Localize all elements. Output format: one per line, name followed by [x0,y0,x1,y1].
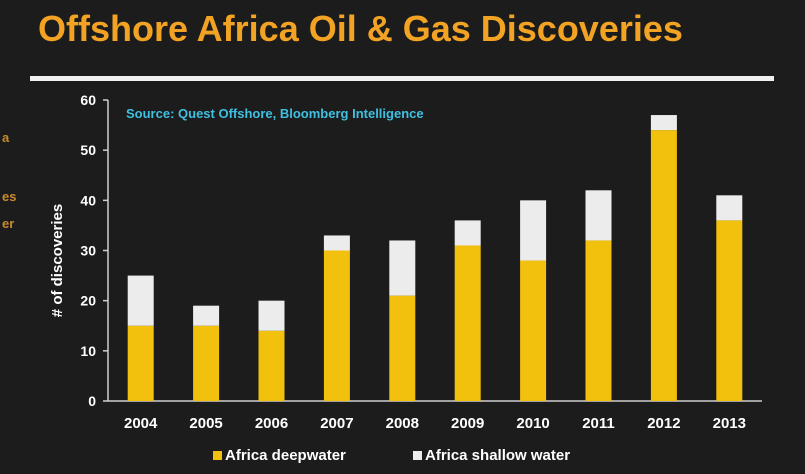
side-text-fragment: a [2,130,10,145]
bar-shallow-water [454,220,481,246]
y-tick-label: 0 [88,393,96,409]
x-tick-label: 2011 [582,415,615,432]
bar-deepwater [716,220,743,401]
x-tick-label: 2006 [255,415,288,432]
bar-shallow-water [323,235,350,251]
x-tick-label: 2004 [124,415,158,432]
bar-shallow-water [389,240,416,296]
y-tick-label: 10 [80,343,96,359]
x-tick-label: 2009 [451,415,484,432]
bar-shallow-water [520,200,547,261]
bar-shallow-water [258,300,285,331]
bar-deepwater [193,325,220,401]
side-text-fragment: es [2,189,17,204]
title-divider [30,76,774,81]
x-tick-label: 2013 [713,415,746,432]
bar-deepwater [454,245,481,401]
y-tick-label: 60 [80,92,96,108]
bar-deepwater [585,240,612,401]
bar-shallow-water [585,190,612,241]
y-tick-label: 30 [80,243,96,259]
legend-swatch-deepwater [213,451,222,460]
page-title: Offshore Africa Oil & Gas Discoveries [38,8,683,49]
y-tick-label: 40 [80,192,96,208]
legend-label: Africa shallow water [425,447,570,464]
legend-label: Africa deepwater [225,447,346,464]
y-tick-label: 20 [80,293,96,309]
bar-deepwater [389,295,416,401]
x-tick-label: 2012 [647,415,680,432]
bar-deepwater [127,325,154,401]
x-tick-label: 2010 [516,415,549,432]
side-text-fragment: er [2,216,15,231]
source-note: Source: Quest Offshore, Bloomberg Intell… [126,106,424,121]
y-axis-title: # of discoveries [49,204,66,317]
y-tick-label: 50 [80,142,96,158]
x-tick-label: 2008 [386,415,419,432]
x-tick-label: 2007 [320,415,353,432]
bar-shallow-water [650,115,677,131]
x-tick-label: 2005 [189,415,222,432]
bar-shallow-water [193,305,220,326]
bar-deepwater [323,250,350,401]
bar-shallow-water [127,275,154,326]
bar-deepwater [520,260,547,401]
bar-deepwater [650,130,677,401]
bar-deepwater [258,330,285,401]
bar-shallow-water [716,195,743,221]
legend-swatch-shallow-water [413,451,422,460]
